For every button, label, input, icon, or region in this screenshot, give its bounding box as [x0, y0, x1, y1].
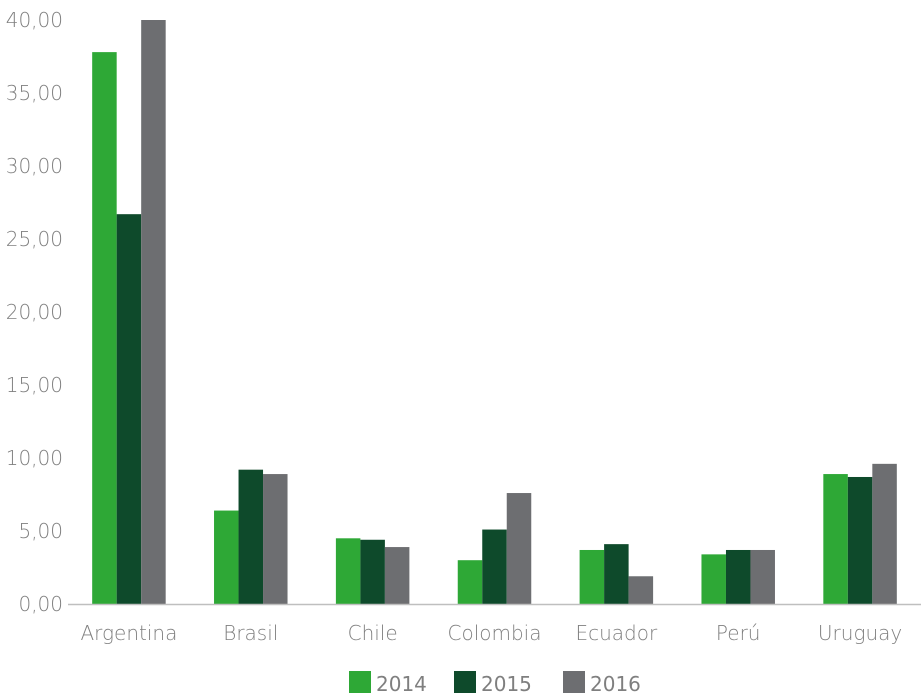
legend-label-2015: 2015 [481, 672, 532, 693]
bar-2015-uruguay [847, 476, 873, 604]
x-tick-label: Chile [348, 621, 398, 645]
bar-2016-argentina [141, 20, 166, 604]
bar-2016-brasil [263, 474, 288, 604]
x-tick-label: Ecuador [575, 621, 657, 645]
y-tick-label: 30,00 [6, 154, 63, 178]
x-tick-label: Argentina [80, 621, 177, 645]
bar-2014-ecuador [579, 549, 605, 604]
legend-swatch-2014 [349, 671, 371, 693]
x-tick-label: Brasil [223, 621, 278, 645]
bar-2015-perú [725, 549, 751, 604]
bar-2014-chile [335, 538, 361, 604]
bar-2015-argentina [116, 214, 142, 604]
legend-label-2014: 2014 [376, 672, 427, 693]
bar-2014-perú [701, 554, 726, 604]
x-tick-label: Colombia [448, 621, 542, 645]
legend-swatch-2016 [563, 671, 585, 693]
legend: 2014 2015 2016 [349, 671, 641, 693]
bar-2014-uruguay [823, 474, 848, 604]
legend-label-2016: 2016 [590, 672, 641, 693]
y-tick-label: 0,00 [18, 592, 63, 616]
y-tick-label: 35,00 [6, 81, 63, 105]
bar-2015-brasil [238, 469, 264, 604]
y-tick-label: 15,00 [6, 373, 63, 397]
bar-2015-colombia [482, 529, 507, 604]
x-tick-label: Uruguay [818, 621, 902, 645]
y-tick-label: 10,00 [6, 446, 63, 470]
bar-2014-colombia [457, 560, 483, 604]
bar-2016-ecuador [628, 576, 654, 604]
y-tick-label: 5,00 [18, 519, 63, 543]
bar-2014-brasil [214, 510, 239, 604]
bars [92, 20, 897, 605]
y-tick-label: 40,00 [6, 8, 63, 32]
bar-2015-chile [360, 539, 385, 604]
bar-2015-ecuador [604, 544, 629, 604]
bar-2016-perú [750, 549, 775, 604]
legend-swatch-2015 [454, 671, 476, 693]
bar-2016-chile [384, 547, 410, 604]
x-axis: Argentina Brasil Chile Colombia Ecuador Perú U… [68, 603, 921, 645]
bar-2014-argentina [92, 52, 117, 605]
y-tick-label: 25,00 [6, 227, 63, 251]
bar-2016-colombia [506, 493, 532, 604]
y-tick-label: 20,00 [6, 300, 63, 324]
y-axis: 0,00 5,00 10,00 15,00 20,00 25,00 30,00 35,00 40… [6, 8, 63, 616]
bar-2016-uruguay [872, 463, 897, 604]
x-tick-label: Perú [716, 621, 761, 645]
